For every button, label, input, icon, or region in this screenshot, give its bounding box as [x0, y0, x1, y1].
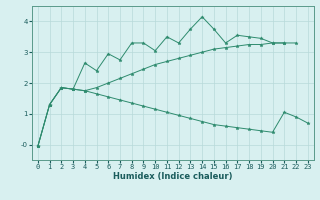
X-axis label: Humidex (Indice chaleur): Humidex (Indice chaleur)	[113, 172, 233, 181]
